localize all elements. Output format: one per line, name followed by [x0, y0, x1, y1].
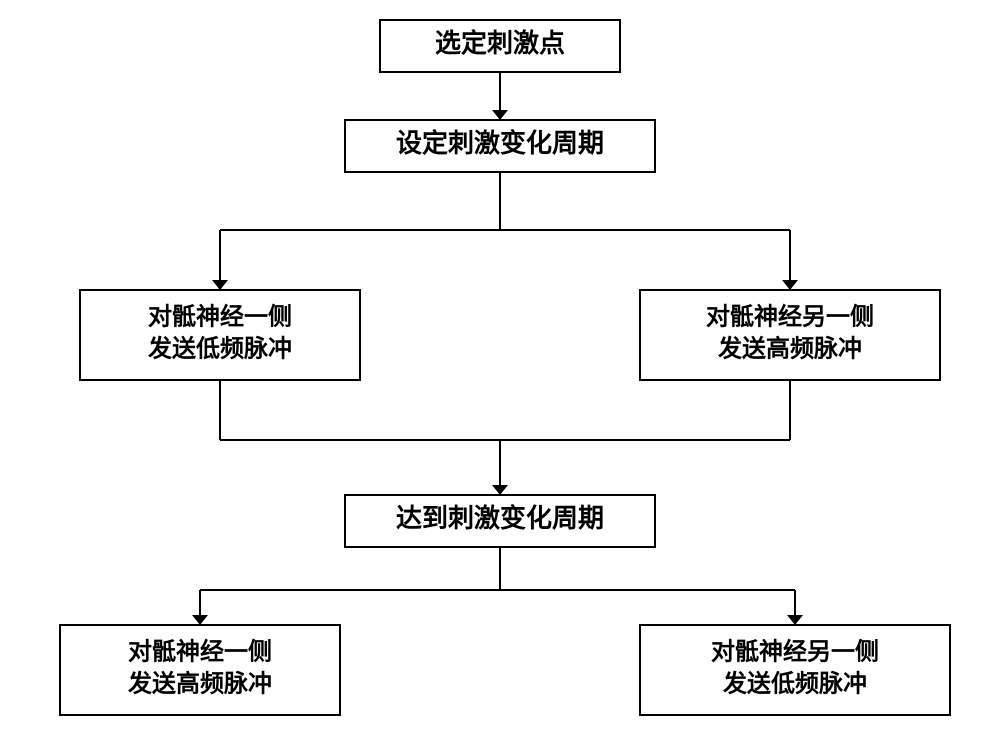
flow-node-n3: 对骶神经一侧发送低频脉冲 [80, 290, 360, 380]
flow-node-label: 对骶神经一侧 [128, 637, 272, 665]
flow-node-label: 发送高频脉冲 [127, 670, 272, 698]
flow-node-label: 对骶神经另一侧 [706, 302, 874, 330]
flow-node-n6: 对骶神经一侧发送高频脉冲 [60, 625, 340, 715]
flow-node-label: 对骶神经另一侧 [711, 637, 879, 665]
flow-node-label: 对骶神经一侧 [148, 302, 292, 330]
flow-node-n5: 达到刺激变化周期 [345, 495, 655, 547]
flow-node-label: 发送低频脉冲 [722, 670, 867, 698]
flow-node-n2: 设定刺激变化周期 [345, 120, 655, 172]
flow-node-n7: 对骶神经另一侧发送低频脉冲 [640, 625, 950, 715]
flow-node-label: 设定刺激变化周期 [396, 128, 604, 158]
flow-node-n1: 选定刺激点 [380, 20, 620, 72]
flow-node-label: 发送高频脉冲 [717, 335, 862, 363]
flow-node-label: 发送低频脉冲 [147, 335, 292, 363]
flow-node-label: 选定刺激点 [435, 28, 565, 58]
flow-node-n4: 对骶神经另一侧发送高频脉冲 [640, 290, 940, 380]
flow-node-label: 达到刺激变化周期 [396, 503, 604, 533]
